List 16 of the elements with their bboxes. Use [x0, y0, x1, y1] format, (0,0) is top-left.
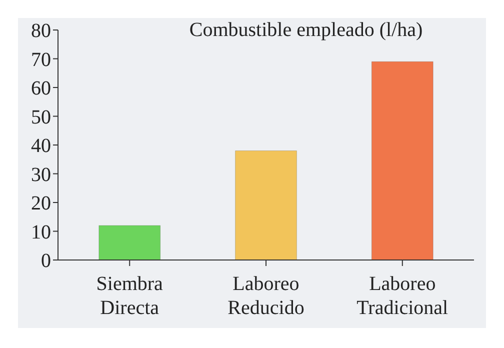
x-tick-label: Laboreo Tradicional: [356, 273, 449, 319]
chart-title: Combustible empleado (l/ha): [189, 19, 423, 41]
y-tick-label: 50: [31, 106, 51, 128]
y-tick-label: 60: [31, 78, 51, 100]
x-tick-label: Siembra Directa: [96, 273, 164, 319]
y-tick-label: 20: [31, 192, 51, 214]
y-tick-label: 70: [31, 48, 51, 71]
y-tick-label: 40: [31, 135, 51, 157]
bar: [371, 61, 434, 260]
bar: [98, 225, 161, 260]
bar: [235, 150, 297, 260]
y-tick-label: 80: [31, 20, 51, 42]
y-tick-label: 10: [31, 221, 51, 244]
y-tick-label: 0: [41, 250, 51, 272]
y-tick-label: 30: [31, 164, 51, 186]
x-tick-label: Laboreo Reducido: [228, 273, 304, 319]
